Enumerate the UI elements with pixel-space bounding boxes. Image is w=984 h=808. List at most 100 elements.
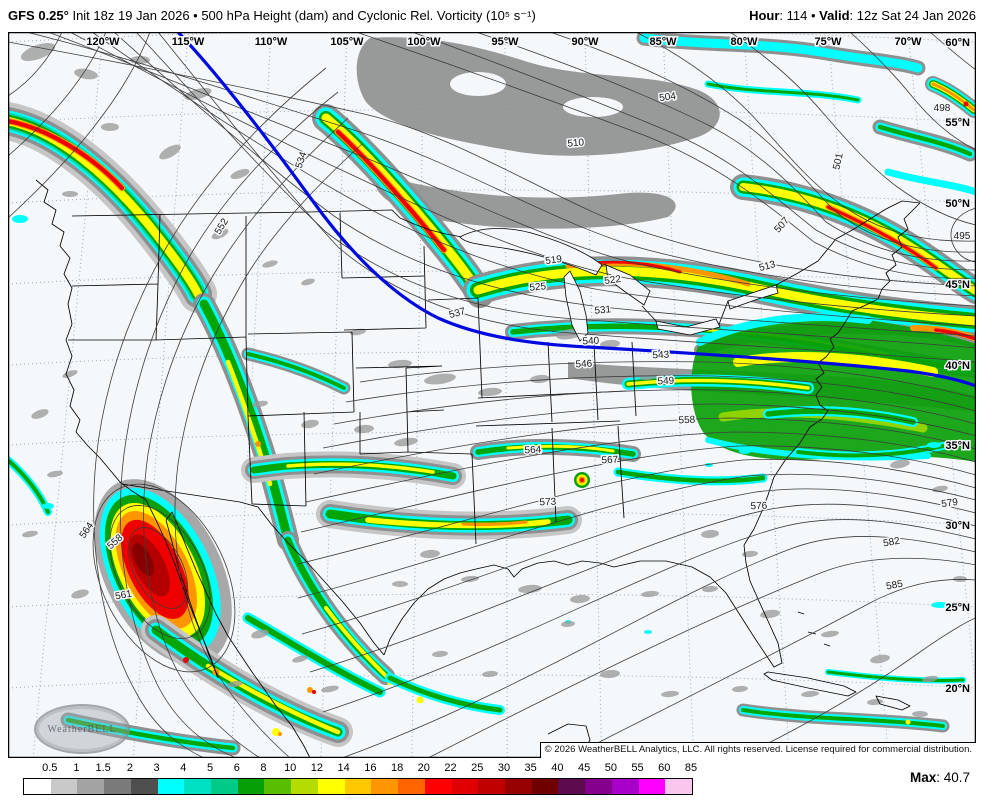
map-border	[8, 32, 976, 758]
colorbar-tick-label: 55	[631, 762, 644, 774]
gray-speck	[482, 670, 498, 678]
lon-label: 105°W	[330, 36, 364, 48]
contour-label: 522	[604, 274, 622, 287]
edge-labels: 120°W 115°W 110°W 105°W 100°W 95°W 90°W 85°W 80°…	[85, 35, 972, 697]
colorbar-cell	[104, 779, 131, 794]
colorbar-tick-label: 30	[497, 762, 511, 774]
hour-value: : 114 •	[779, 8, 820, 23]
colorbar-cell	[451, 779, 479, 794]
baja-vort-max	[94, 479, 232, 665]
lat-label: 55°N	[945, 117, 970, 129]
product-title: GFS 0.25° Init 18z 19 Jan 2026 • 500 hPa…	[8, 8, 536, 24]
colorbar-cell	[585, 779, 612, 794]
gray-speck	[801, 690, 819, 698]
lat-label: 45°N	[945, 279, 970, 291]
gray-speck	[211, 228, 229, 240]
lon-label: 120°W	[86, 36, 120, 48]
gray-speck	[184, 87, 212, 101]
meridian-line	[32, 32, 104, 758]
gray-speck	[478, 387, 502, 397]
islands	[547, 611, 911, 758]
gray-speck	[600, 669, 620, 679]
lon-label: 70°W	[894, 36, 922, 48]
colorbar-tick-label: 45	[577, 762, 591, 774]
parallel-line	[8, 351, 976, 366]
gray-speck	[732, 685, 748, 693]
max-value: : 40.7	[936, 770, 970, 785]
gray-speck	[912, 711, 928, 717]
lon-label: 115°W	[172, 36, 205, 48]
colorbar-tick-label: 18	[390, 762, 404, 774]
colorbar-tick-label: 14	[337, 762, 350, 774]
colorbar-cell	[211, 779, 238, 794]
lon-label: 75°W	[814, 36, 842, 48]
blue-540-contour	[176, 32, 976, 388]
colorbar-cell	[531, 779, 559, 794]
gray-speck	[424, 373, 456, 385]
gray-speck	[922, 675, 938, 683]
lon-label: 95°W	[491, 36, 519, 48]
meridian-line	[132, 32, 189, 758]
contour-label: 561	[114, 589, 133, 603]
lon-label: 85°W	[649, 36, 677, 48]
gray-speck	[31, 409, 49, 419]
lat-label: 35°N	[945, 440, 970, 452]
gray-speck	[350, 328, 366, 336]
colorbar-cell	[371, 779, 399, 794]
gray-speck	[47, 470, 63, 478]
colorbar-tick-labels: 0.5 1 1.5 2 3 4 5 6 8 10 12 14 16 18 20 22 25 30 35 40 45 50 5…	[0, 762, 984, 776]
geography-borders	[35, 179, 921, 758]
gray-speck	[600, 339, 620, 349]
contour-label: 579	[941, 497, 959, 510]
gray-speck	[159, 144, 181, 160]
gray-speck	[392, 581, 408, 587]
colorbar-tick-label: 40	[551, 762, 564, 774]
colorbar-cell	[130, 779, 158, 794]
contour-label: 585	[885, 579, 904, 593]
colorbar-cell	[665, 779, 692, 794]
gray-speck	[71, 589, 89, 599]
gray-speck	[227, 680, 243, 688]
colorbar-tick-label: 25	[471, 762, 484, 774]
gray-speck	[101, 123, 119, 131]
contour-label: 525	[529, 281, 547, 293]
gulf-atlantic-coastline	[383, 202, 921, 668]
gray-speck	[321, 685, 339, 693]
contour-label: 540	[582, 336, 600, 348]
contour-label: 564	[524, 445, 542, 457]
contour-label: 576	[750, 501, 767, 513]
contour-label: 531	[594, 304, 612, 316]
gray-speck	[461, 575, 479, 583]
colorbar-tick-label: 22	[444, 762, 457, 774]
weatherbell-watermark: WeatherBELL	[34, 704, 130, 754]
state-borders	[68, 212, 637, 545]
colorbar-tick-label: 16	[364, 762, 377, 774]
gray-speck	[420, 549, 440, 559]
colorbar-tick-label: 4	[180, 762, 187, 774]
contour-label: 546	[575, 359, 593, 371]
vorticity-colorbar	[23, 778, 693, 795]
great-lakes	[459, 228, 779, 342]
height-contours	[8, 32, 976, 758]
valid-time: Hour: 114 • Valid: 12z Sat 24 Jan 2026	[749, 8, 976, 23]
product-description: Init 18z 19 Jan 2026 • 500 hPa Height (d…	[68, 8, 536, 23]
colorbar-tick-label: 60	[658, 762, 671, 774]
gray-speck	[890, 459, 910, 469]
contour-label: 573	[539, 497, 557, 509]
contour-label: 495	[954, 231, 971, 242]
parallel-line	[8, 431, 976, 446]
colorbar-tick-label: 20	[417, 762, 430, 774]
lon-label: 80°W	[730, 36, 758, 48]
colorbar-cell	[237, 779, 265, 794]
contour-labels: 4984955015045075105135195225255315345375…	[76, 89, 972, 604]
colorbar-cell	[638, 779, 666, 794]
gray-hole	[450, 72, 506, 96]
gray-speck	[570, 594, 590, 604]
contour-label: 510	[567, 137, 585, 149]
gray-speck	[62, 191, 78, 197]
parallel-line	[8, 593, 976, 608]
lat-label: 40°N	[945, 360, 970, 372]
colorbar-cell	[291, 779, 318, 794]
gray-speck	[821, 630, 839, 638]
colorbar-tick-label: 12	[310, 762, 324, 774]
